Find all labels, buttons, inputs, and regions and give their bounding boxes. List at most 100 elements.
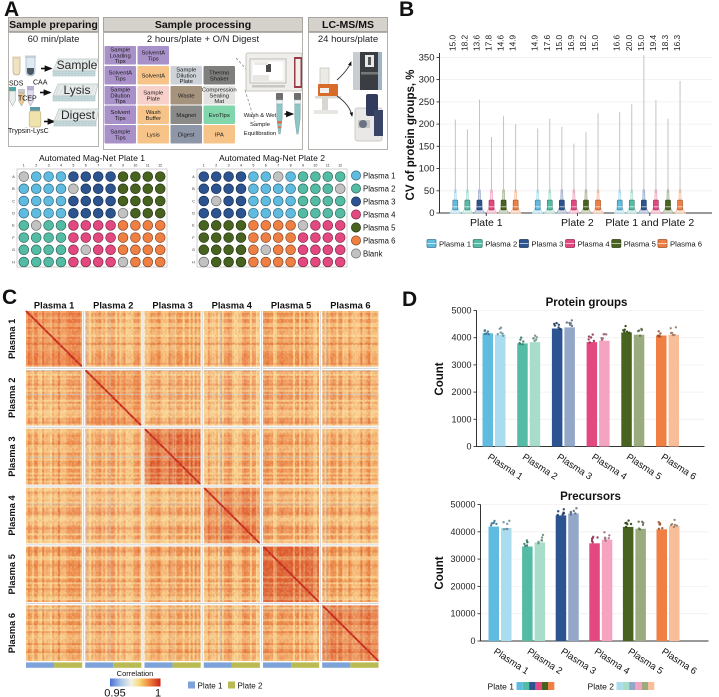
- svg-text:19.4: 19.4: [648, 34, 658, 51]
- svg-text:C: C: [192, 199, 195, 203]
- svg-text:15.0: 15.0: [447, 34, 457, 51]
- svg-text:1: 1: [23, 164, 25, 168]
- svg-text:4000: 4000: [451, 333, 471, 343]
- svg-text:Plasma 1: Plasma 1: [34, 301, 74, 311]
- svg-text:Plasma 3: Plasma 3: [152, 301, 192, 311]
- svg-text:15.0: 15.0: [636, 34, 646, 51]
- svg-text:Sample: Sample: [57, 58, 98, 72]
- svg-text:Tips: Tips: [115, 116, 126, 122]
- svg-text:50: 50: [424, 186, 435, 197]
- svg-text:H: H: [12, 260, 15, 264]
- svg-text:Sample: Sample: [110, 87, 131, 93]
- svg-text:Plasma 3: Plasma 3: [559, 646, 598, 677]
- svg-text:150: 150: [419, 141, 435, 152]
- svg-text:Tips: Tips: [115, 135, 126, 141]
- svg-text:Plasma 1: Plasma 1: [7, 319, 17, 359]
- svg-text:Sample: Sample: [110, 129, 131, 135]
- svg-text:Dilution: Dilution: [176, 73, 196, 79]
- svg-text:Blank: Blank: [363, 249, 383, 258]
- svg-text:Shaker: Shaker: [210, 76, 229, 82]
- svg-text:Plasma 2: Plasma 2: [485, 240, 517, 249]
- svg-text:Plasma 6: Plasma 6: [7, 613, 17, 653]
- svg-text:Plate 2: Plate 2: [238, 682, 263, 691]
- svg-text:15.0: 15.0: [590, 34, 600, 51]
- svg-text:1000: 1000: [451, 414, 471, 424]
- svg-text:SolventA: SolventA: [108, 70, 132, 76]
- svg-text:18.2: 18.2: [459, 34, 469, 51]
- svg-text:CV of protein groups, %: CV of protein groups, %: [405, 70, 417, 201]
- svg-text:Mat: Mat: [214, 99, 224, 105]
- svg-text:E: E: [192, 224, 195, 228]
- svg-text:16.6: 16.6: [612, 34, 622, 51]
- svg-text:8: 8: [290, 164, 292, 168]
- svg-text:Count: Count: [434, 362, 446, 395]
- svg-text:4: 4: [240, 164, 242, 168]
- svg-text:G: G: [12, 248, 15, 252]
- svg-text:Plate 1: Plate 1: [198, 682, 223, 691]
- svg-text:Count: Count: [434, 556, 446, 589]
- svg-text:20.0: 20.0: [624, 34, 634, 51]
- svg-text:Plasma 3: Plasma 3: [363, 197, 396, 206]
- svg-text:Automated Mag-Net Plate 2: Automated Mag-Net Plate 2: [219, 153, 325, 163]
- svg-text:Automated Mag-Net Plate 1: Automated Mag-Net Plate 1: [39, 153, 145, 163]
- svg-text:20000: 20000: [450, 581, 475, 591]
- svg-text:Plasma 5: Plasma 5: [624, 452, 663, 483]
- svg-text:Sample: Sample: [250, 122, 271, 128]
- svg-text:30000: 30000: [450, 554, 475, 564]
- svg-text:Plasma 1: Plasma 1: [439, 240, 471, 249]
- svg-text:1: 1: [155, 688, 161, 697]
- svg-text:Plasma 6: Plasma 6: [659, 452, 698, 483]
- svg-text:5: 5: [72, 164, 74, 168]
- svg-text:18.3: 18.3: [660, 34, 670, 51]
- svg-text:10: 10: [313, 164, 317, 168]
- svg-text:10: 10: [133, 164, 137, 168]
- svg-text:Sample: Sample: [176, 67, 197, 73]
- svg-text:3000: 3000: [451, 360, 471, 370]
- svg-text:Plasma 2: Plasma 2: [93, 301, 133, 311]
- svg-text:Digest: Digest: [178, 132, 195, 138]
- svg-text:Plasma 4: Plasma 4: [589, 452, 628, 483]
- svg-text:4: 4: [60, 164, 62, 168]
- svg-text:TCEP: TCEP: [18, 96, 37, 103]
- svg-text:Waste: Waste: [178, 93, 195, 99]
- svg-text:SolventA: SolventA: [141, 50, 165, 56]
- svg-text:Sealing: Sealing: [209, 93, 229, 99]
- svg-text:F: F: [192, 236, 195, 240]
- svg-text:15.0: 15.0: [554, 34, 564, 51]
- svg-text:Tips: Tips: [148, 56, 159, 62]
- svg-text:SolventA: SolventA: [141, 73, 165, 79]
- svg-text:250: 250: [419, 97, 435, 108]
- svg-text:Plasma 4: Plasma 4: [592, 646, 631, 677]
- svg-text:Thermo: Thermo: [209, 70, 230, 76]
- svg-text:17.8: 17.8: [484, 34, 494, 51]
- svg-text:Plate: Plate: [180, 79, 194, 85]
- svg-text:D: D: [12, 212, 15, 216]
- svg-text:9: 9: [122, 164, 124, 168]
- svg-text:Plasma 4: Plasma 4: [363, 210, 396, 219]
- svg-text:11: 11: [326, 164, 330, 168]
- svg-text:Digest: Digest: [61, 108, 96, 122]
- svg-text:Sample: Sample: [110, 48, 131, 54]
- svg-text:Lysis: Lysis: [147, 132, 160, 138]
- svg-text:EvoTips: EvoTips: [209, 113, 230, 119]
- svg-text:Plasma 5: Plasma 5: [363, 223, 396, 232]
- svg-text:3: 3: [48, 164, 50, 168]
- svg-text:Plasma 2: Plasma 2: [520, 452, 559, 483]
- svg-text:H: H: [192, 260, 195, 264]
- svg-text:IPA: IPA: [215, 132, 224, 138]
- svg-text:Plasma 6: Plasma 6: [330, 301, 370, 311]
- svg-text:Plasma 1: Plasma 1: [491, 646, 530, 677]
- svg-text:0: 0: [466, 442, 471, 452]
- svg-text:B: B: [12, 187, 15, 191]
- svg-text:16.9: 16.9: [566, 34, 576, 51]
- svg-text:Plasma 6: Plasma 6: [670, 240, 702, 249]
- svg-text:300: 300: [419, 75, 435, 86]
- svg-text:B: B: [192, 187, 195, 191]
- svg-text:Plasma 6: Plasma 6: [363, 236, 396, 245]
- svg-text:D: D: [192, 212, 195, 216]
- svg-text:Plasma 2: Plasma 2: [525, 646, 564, 677]
- svg-text:12: 12: [338, 164, 342, 168]
- svg-text:Plate 2: Plate 2: [588, 682, 615, 692]
- svg-text:11: 11: [146, 164, 150, 168]
- svg-text:Plasma 5: Plasma 5: [271, 301, 311, 311]
